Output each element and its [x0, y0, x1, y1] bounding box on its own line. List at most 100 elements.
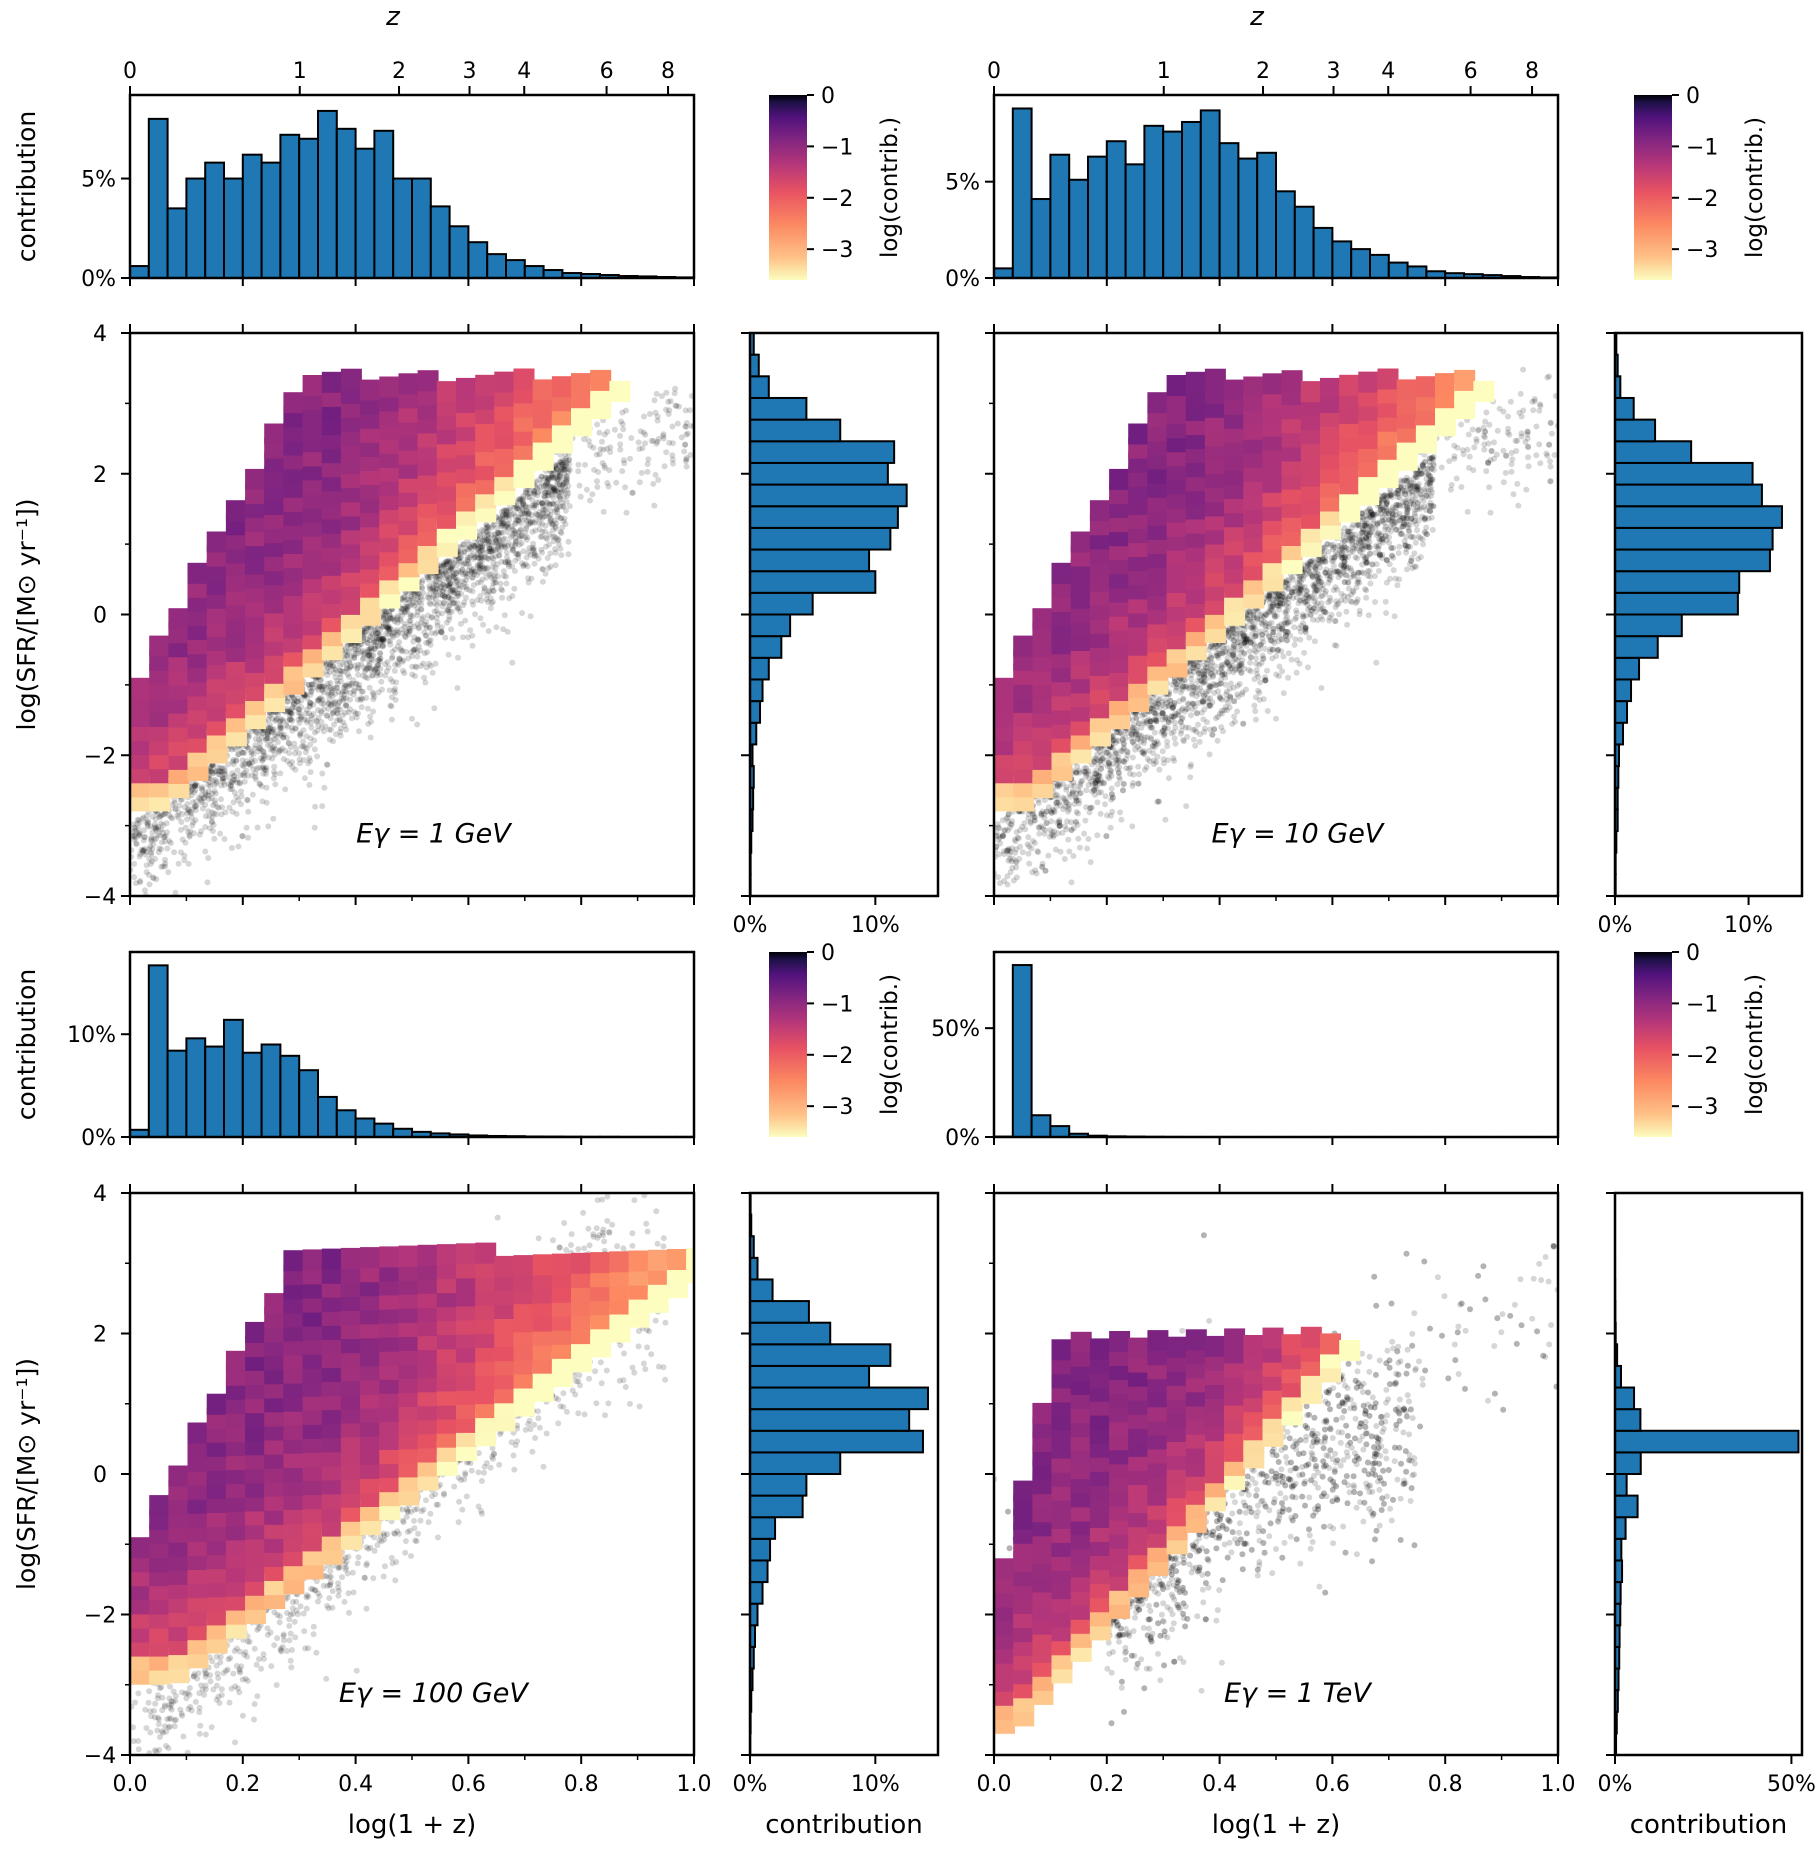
scatter-point: [153, 827, 159, 834]
scatter-point: [444, 607, 450, 614]
scatter-point: [374, 672, 380, 679]
scatter-point: [1320, 608, 1327, 615]
scatter-point: [1065, 836, 1072, 843]
scatter-point: [292, 704, 299, 711]
scatter-point: [1102, 793, 1109, 800]
scatter-point: [1351, 570, 1357, 577]
scatter-point: [1312, 595, 1318, 602]
scatter-point: [320, 689, 327, 696]
scatter-point: [1227, 693, 1234, 700]
scatter-point: [1230, 646, 1237, 652]
scatter-point: [1428, 466, 1435, 473]
scatter-point: [198, 797, 205, 804]
scatter-point: [1149, 705, 1156, 712]
scatter-point: [1297, 597, 1304, 604]
scatter-point: [542, 492, 549, 499]
scatter-point: [358, 695, 364, 701]
scatter-point: [559, 459, 565, 466]
scatter-point: [451, 589, 458, 596]
scatter-point: [515, 517, 521, 524]
scatter-point: [415, 590, 422, 597]
scatter-point: [1393, 508, 1399, 515]
scatter-point: [423, 624, 430, 631]
scatter-point: [1060, 780, 1066, 787]
scatter-point: [1113, 761, 1120, 768]
scatter-point: [330, 710, 337, 716]
scatter-point: [1342, 531, 1348, 538]
scatter-point: [1048, 818, 1055, 825]
scatter-point: [546, 531, 553, 538]
scatter-point: [1258, 660, 1265, 666]
scatter-point: [1363, 594, 1370, 601]
scatter-point: [1403, 509, 1410, 516]
scatter-point: [1430, 466, 1437, 473]
scatter-point: [337, 662, 343, 669]
scatter-point: [1335, 574, 1342, 581]
scatter-point: [233, 758, 240, 764]
scatter-point: [658, 393, 665, 400]
scatter-point: [1173, 685, 1180, 691]
scatter-point: [1140, 750, 1147, 757]
scatter-point: [1239, 691, 1246, 698]
scatter-point: [362, 666, 369, 673]
scatter-point: [1180, 696, 1187, 703]
scatter-point: [1094, 832, 1101, 839]
scatter-point: [377, 649, 383, 656]
scatter-point: [239, 771, 246, 778]
scatter-point: [1012, 849, 1018, 856]
scatter-point: [1024, 841, 1031, 848]
scatter-point: [1152, 716, 1159, 723]
scatter-point: [284, 723, 291, 730]
scatter-point: [1250, 612, 1257, 619]
scatter-point: [151, 835, 158, 842]
scatter-point: [238, 788, 245, 795]
scatter-point: [1215, 681, 1222, 688]
scatter-point: [211, 810, 217, 817]
scatter-point: [1095, 772, 1101, 779]
scatter-point: [291, 740, 298, 747]
scatter-point: [1167, 697, 1174, 704]
scatter-point: [443, 567, 450, 574]
scatter-point: [1311, 638, 1318, 645]
scatter-point: [594, 421, 601, 428]
scatter-point: [1267, 637, 1274, 644]
scatter-point: [476, 548, 483, 555]
scatter-point: [1305, 567, 1312, 573]
scatter-point: [394, 660, 401, 666]
scatter-point: [1305, 560, 1311, 567]
scatter-point: [1063, 786, 1070, 793]
scatter-point: [1412, 563, 1419, 570]
scatter-point: [445, 607, 452, 613]
scatter-point: [561, 493, 568, 500]
scatter-point: [644, 461, 651, 468]
scatter-point: [1546, 441, 1552, 448]
scatter-point: [250, 751, 257, 757]
scatter-point: [1367, 513, 1374, 520]
scatter-point: [279, 745, 286, 752]
scatter-point: [477, 552, 484, 559]
scatter-point: [520, 500, 527, 507]
scatter-point: [449, 586, 456, 593]
scatter-point: [479, 542, 485, 549]
scatter-point: [462, 617, 469, 624]
scatter-point: [1402, 542, 1409, 549]
scatter-point: [1265, 608, 1272, 615]
scatter-point: [559, 466, 565, 472]
scatter-point: [477, 543, 484, 550]
scatter-point: [483, 549, 490, 556]
scatter-point: [1004, 847, 1011, 854]
scatter-point: [277, 730, 284, 737]
scatter-point: [407, 627, 414, 634]
scatter-point: [230, 761, 237, 768]
scatter-point: [1311, 583, 1317, 590]
scatter-point: [464, 556, 471, 563]
scatter-point: [327, 691, 334, 698]
scatter-point: [397, 616, 404, 623]
scatter-point: [230, 756, 237, 763]
scatter-point: [330, 708, 337, 715]
scatter-point: [1353, 522, 1360, 529]
scatter-point: [1399, 487, 1406, 494]
scatter-point: [495, 529, 502, 536]
scatter-point: [1159, 710, 1166, 717]
scatter-point: [1225, 633, 1232, 640]
